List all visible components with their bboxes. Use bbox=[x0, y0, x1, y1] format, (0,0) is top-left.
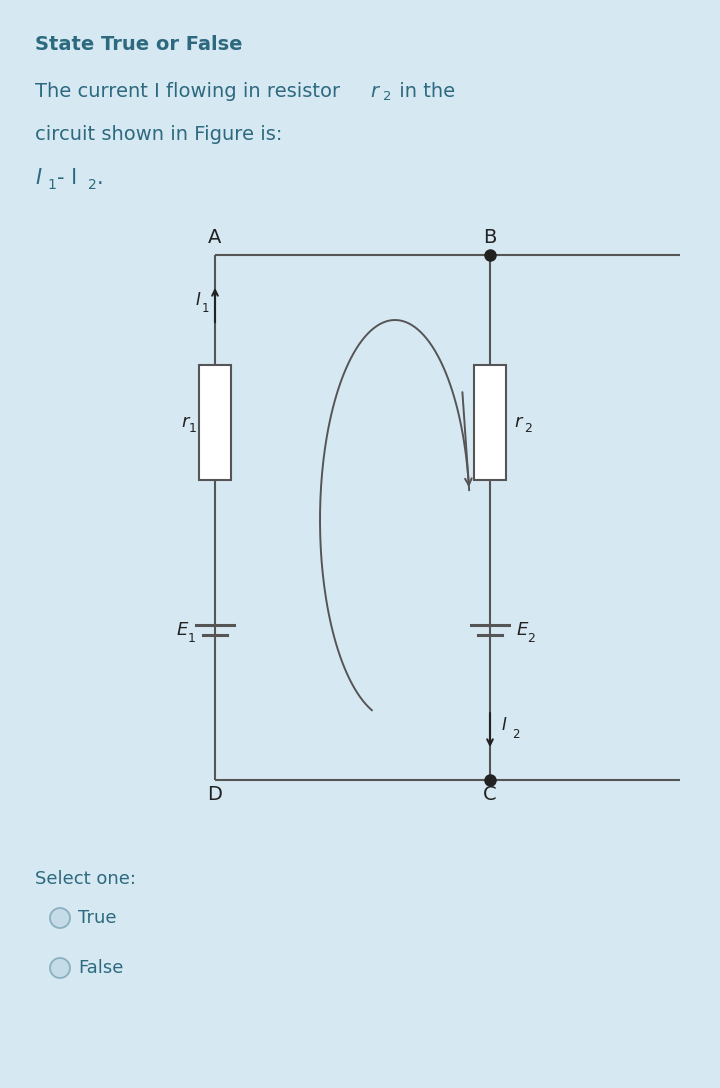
Text: E: E bbox=[517, 621, 528, 639]
Text: I: I bbox=[195, 290, 200, 309]
Text: 2: 2 bbox=[524, 421, 532, 434]
Text: r: r bbox=[514, 413, 521, 431]
Text: 1: 1 bbox=[188, 631, 196, 644]
Text: - I: - I bbox=[57, 168, 77, 188]
Text: 1: 1 bbox=[47, 178, 56, 191]
Circle shape bbox=[50, 959, 70, 978]
Text: The current I flowing in resistor: The current I flowing in resistor bbox=[35, 82, 346, 101]
Text: 2: 2 bbox=[383, 90, 392, 103]
Text: 1: 1 bbox=[189, 421, 197, 434]
Text: 2: 2 bbox=[512, 728, 520, 741]
Text: 2: 2 bbox=[88, 178, 96, 191]
Text: B: B bbox=[483, 228, 497, 247]
Text: State True or False: State True or False bbox=[35, 35, 243, 54]
Text: .: . bbox=[97, 168, 104, 188]
Text: 1: 1 bbox=[202, 302, 209, 316]
Text: D: D bbox=[207, 786, 222, 804]
Text: C: C bbox=[483, 786, 497, 804]
Text: Select one:: Select one: bbox=[35, 870, 136, 888]
Text: True: True bbox=[78, 908, 117, 927]
Bar bbox=[199, 364, 231, 480]
Text: r: r bbox=[370, 82, 378, 101]
Text: circuit shown in Figure is:: circuit shown in Figure is: bbox=[35, 125, 282, 144]
Text: 2: 2 bbox=[527, 631, 535, 644]
Text: in the: in the bbox=[393, 82, 455, 101]
Text: E: E bbox=[176, 621, 188, 639]
Circle shape bbox=[50, 908, 70, 928]
Text: r: r bbox=[181, 413, 189, 431]
Text: I: I bbox=[35, 168, 41, 188]
Text: A: A bbox=[208, 228, 222, 247]
Bar bbox=[474, 364, 506, 480]
Text: I: I bbox=[502, 716, 507, 734]
Text: False: False bbox=[78, 959, 123, 977]
